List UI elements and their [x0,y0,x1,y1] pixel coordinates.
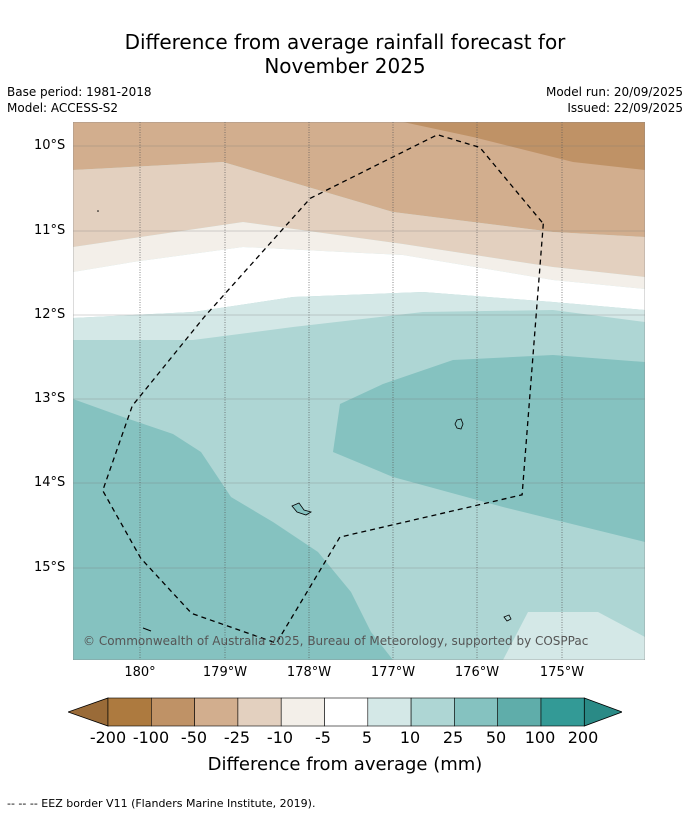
lon-label-176w: 176°W [454,665,500,680]
island-futuna [291,502,312,516]
colorbar-extend-low [66,697,109,727]
colorbar-tick-10: 100 [524,728,556,747]
issued-text: Issued: 22/09/2025 [567,101,683,115]
colorbar-tick-6: 5 [361,728,373,747]
rain-band-near-normal [73,247,645,318]
colorbar-svg [66,697,624,727]
lat-label-11s: 11°S [34,223,66,238]
eez-legend-footer: -- -- -- EEZ border V11 (Flanders Marine… [7,797,316,810]
rain-band-minus-50 [73,122,645,237]
lon-label-178w: 178°W [286,665,332,680]
colorbar-tick-9: 50 [485,728,507,747]
island-small-west [142,627,152,632]
rain-band-plus-5-southeast [503,612,645,660]
colorbar-swatch-4 [280,697,325,727]
lon-label-180: 180° [124,665,156,680]
colorbar-tick-5: -5 [315,728,331,747]
lon-label-175w: 175°W [539,665,585,680]
latitude-lines [73,145,645,569]
colorbar-swatch-7 [410,697,455,727]
colorbar-swatch-8 [454,697,498,727]
colorbar-tick-3: -25 [223,728,251,747]
rain-band-minus-25 [73,162,645,277]
island-wallis [454,418,464,430]
rain-band-plus-25-southwest [73,399,393,660]
colorbar-tick-7: 10 [399,728,421,747]
colorbar-swatch-5 [324,697,369,727]
model-text: Model: ACCESS-S2 [7,101,119,115]
colorbar-tick-0: -200 [89,728,127,747]
meta-left: Base period: 1981-2018 Model: ACCESS-S2 [7,84,152,116]
lon-label-179w: 179°W [202,665,248,680]
colorbar-extend-high [583,697,624,727]
colorbar-tick-2: -50 [180,728,208,747]
colorbar-tick-4: -10 [266,728,294,747]
island-dot-north [97,210,99,212]
lat-label-14s: 14°S [34,475,66,490]
colorbar-swatch-10 [540,697,585,727]
lat-label-15s: 15°S [34,560,66,575]
colorbar-swatch-1 [151,697,195,727]
colorbar-tick-11: 200 [567,728,599,747]
colorbar-swatch-3 [237,697,282,727]
colorbar-swatch-2 [194,697,239,727]
lat-label-13s: 13°S [34,391,66,406]
base-period-text: Base period: 1981-2018 [7,85,152,99]
island-small-east [503,614,512,622]
colorbar-swatch-0 [107,697,152,727]
rain-band-plus-5 [73,292,645,340]
colorbar-swatch-6 [367,697,412,727]
lat-label-12s: 12°S [34,307,66,322]
chart-title: Difference from average rainfall forecas… [0,30,690,78]
map-svg: © Commonwealth of Australia 2025, Bureau… [72,121,646,661]
lat-label-10s: 10°S [34,138,66,153]
colorbar-tick-8: 25 [442,728,464,747]
meta-right: Model run: 20/09/2025 Issued: 22/09/2025 [546,84,683,116]
rain-band-plus-25-east [333,355,645,542]
colorbar-swatch-9 [497,697,542,727]
colorbar [66,697,624,731]
colorbar-label: Difference from average (mm) [207,754,483,775]
title-line-2: November 2025 [264,54,426,78]
lon-label-177w: 177°W [370,665,416,680]
title-line-1: Difference from average rainfall forecas… [124,30,566,54]
graticule [139,122,563,660]
rain-band-minus-10 [73,222,645,289]
rainfall-map: © Commonwealth of Australia 2025, Bureau… [72,121,646,664]
model-run-text: Model run: 20/09/2025 [545,85,683,99]
colorbar-tick-1: -100 [132,728,170,747]
map-copyright: © Commonwealth of Australia 2025, Bureau… [83,634,588,648]
